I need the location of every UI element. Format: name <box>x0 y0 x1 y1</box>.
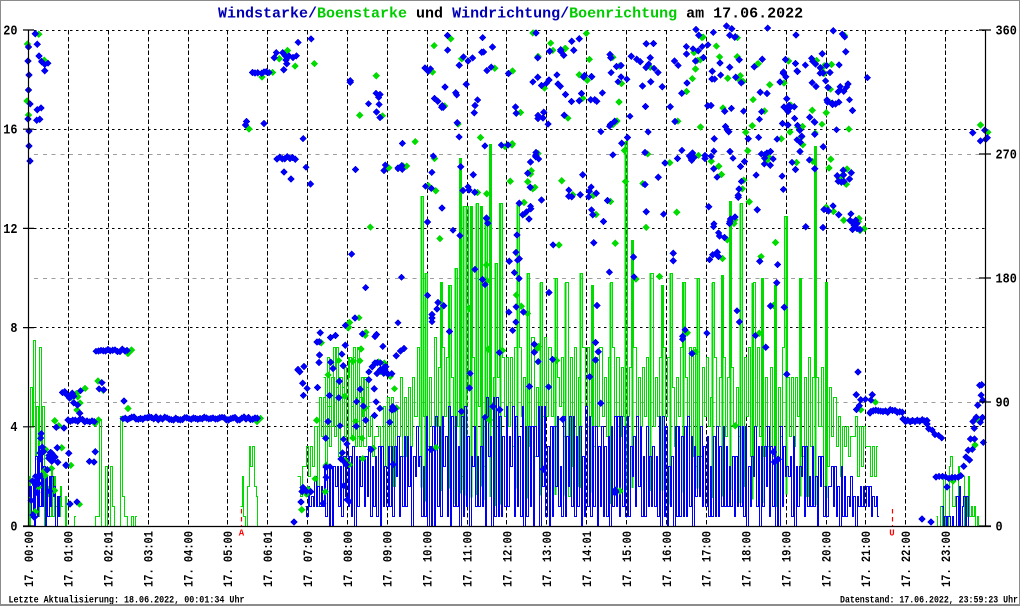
svg-text:17. 01:00: 17. 01:00 <box>62 531 77 587</box>
svg-text:17. 13:00: 17. 13:00 <box>540 531 555 587</box>
svg-text:17. 09:00: 17. 09:00 <box>381 531 396 587</box>
svg-text:180: 180 <box>996 272 1017 287</box>
svg-text:U: U <box>889 529 894 539</box>
svg-text:8: 8 <box>10 322 17 337</box>
svg-text:17. 03:01: 17. 03:01 <box>141 531 156 587</box>
svg-text:12: 12 <box>3 223 17 238</box>
svg-text:17. 14:01: 17. 14:01 <box>580 531 595 587</box>
svg-text:0: 0 <box>996 520 1003 535</box>
svg-text:17. 00:00: 17. 00:00 <box>22 531 37 587</box>
svg-text:17. 11:00: 17. 11:00 <box>460 531 475 587</box>
svg-text:Letzte Aktualisierung: 18.06.2: Letzte Aktualisierung: 18.06.2022, 00:01… <box>9 595 245 606</box>
svg-text:17. 16:00: 17. 16:00 <box>660 531 675 587</box>
svg-text:17. 05:00: 17. 05:00 <box>221 531 236 587</box>
svg-text:20: 20 <box>3 24 17 39</box>
svg-text:0: 0 <box>10 520 17 535</box>
svg-text:17. 22:00: 17. 22:00 <box>899 531 914 587</box>
svg-text:270: 270 <box>996 148 1017 163</box>
svg-text:17. 10:00: 17. 10:00 <box>421 531 436 587</box>
svg-text:17. 02:01: 17. 02:01 <box>102 531 117 587</box>
svg-text:17. 04:00: 17. 04:00 <box>181 531 196 587</box>
svg-text:4: 4 <box>10 421 17 436</box>
svg-text:90: 90 <box>996 396 1010 411</box>
svg-text:17. 23:00: 17. 23:00 <box>939 531 954 587</box>
svg-text:Datenstand: 17.06.2022, 23:59:: Datenstand: 17.06.2022, 23:59:23 Uhr <box>840 595 1018 606</box>
svg-text:17. 08:00: 17. 08:00 <box>341 531 356 587</box>
svg-text:17. 07:00: 17. 07:00 <box>301 531 316 587</box>
svg-text:17. 18:00: 17. 18:00 <box>740 531 755 587</box>
svg-text:17. 20:00: 17. 20:00 <box>819 531 834 587</box>
svg-text:17. 12:00: 17. 12:00 <box>500 531 515 587</box>
svg-text:17. 17:00: 17. 17:00 <box>700 531 715 587</box>
svg-text:17. 21:00: 17. 21:00 <box>859 531 874 587</box>
svg-text:17. 15:00: 17. 15:00 <box>620 531 635 587</box>
svg-text:Windstarke/Boenstarke und Wind: Windstarke/Boenstarke und Windrichtung/B… <box>218 6 803 23</box>
svg-text:17. 19:00: 17. 19:00 <box>779 531 794 587</box>
svg-text:17. 06:01: 17. 06:01 <box>261 531 276 587</box>
svg-text:360: 360 <box>996 24 1017 39</box>
svg-text:16: 16 <box>3 124 17 139</box>
svg-text:A: A <box>239 529 245 539</box>
